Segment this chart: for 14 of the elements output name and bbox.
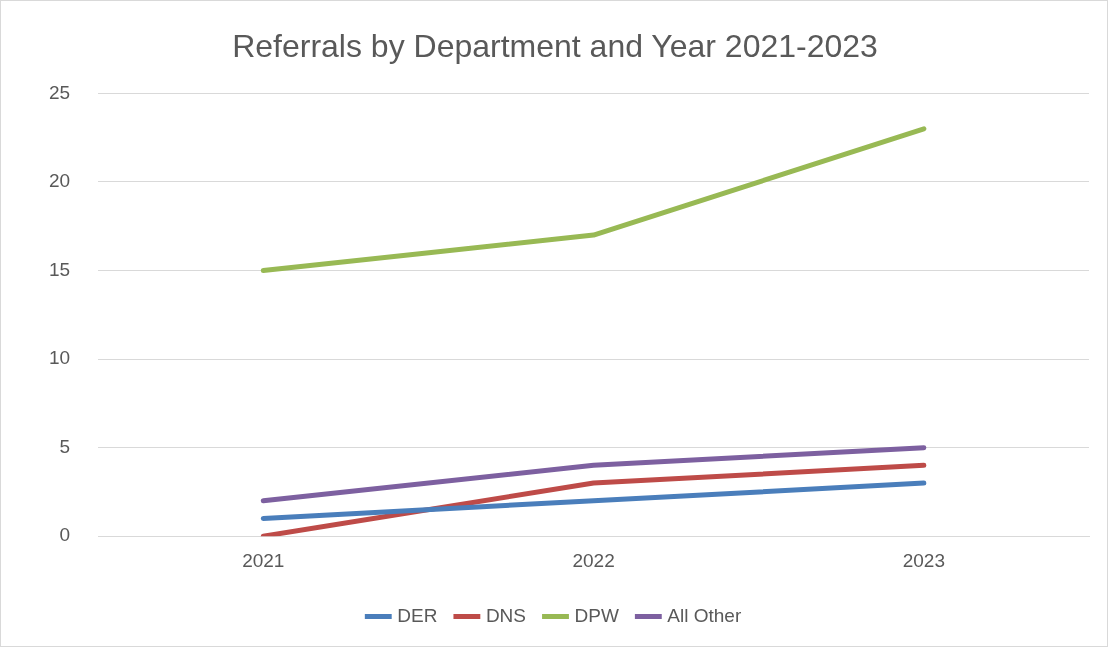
y-tick-label: 15 — [48, 258, 71, 280]
legend-label: DNS — [485, 604, 527, 626]
x-tick-label: 2023 — [902, 549, 945, 571]
legend-label: DPW — [574, 604, 619, 626]
legend-label: DER — [397, 604, 438, 626]
x-tick-label: 2022 — [572, 549, 615, 571]
y-tick-label: 5 — [59, 435, 71, 457]
y-tick-label: 25 — [48, 81, 71, 103]
x-tick-label: 2021 — [242, 549, 285, 571]
y-tick-label: 20 — [48, 170, 71, 192]
chart-title: Referrals by Department and Year 2021-2023 — [232, 28, 878, 65]
y-tick-label: 0 — [59, 524, 71, 546]
legend-label: All Other — [667, 604, 742, 626]
y-tick-label: 10 — [48, 347, 71, 369]
